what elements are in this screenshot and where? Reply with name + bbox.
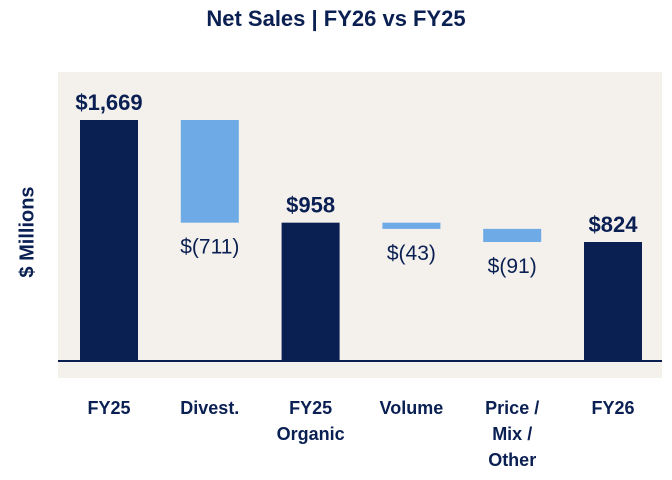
plot-background bbox=[58, 72, 662, 378]
data-label-0: $1,669 bbox=[75, 90, 142, 115]
data-label-3: $(43) bbox=[387, 242, 436, 265]
x-tick-label-4: Price / bbox=[485, 398, 539, 418]
x-tick-label-2: Organic bbox=[277, 424, 345, 444]
data-label-2: $958 bbox=[286, 193, 335, 218]
data-label-5: $824 bbox=[589, 212, 639, 237]
x-tick-label-3: Volume bbox=[380, 398, 444, 418]
bar-1 bbox=[180, 120, 239, 223]
x-tick-label-1: Divest. bbox=[180, 398, 239, 418]
bar-2 bbox=[281, 222, 340, 361]
bar-5 bbox=[584, 242, 642, 361]
bar-4 bbox=[483, 228, 542, 243]
bar-0 bbox=[80, 120, 138, 361]
x-tick-label-4: Other bbox=[488, 450, 536, 470]
chart-title: Net Sales | FY26 vs FY25 bbox=[206, 6, 466, 31]
data-label-1: $(711) bbox=[180, 236, 239, 259]
bar-3 bbox=[382, 222, 441, 229]
data-label-4: $(91) bbox=[488, 255, 537, 278]
x-tick-label-2: FY25 bbox=[289, 398, 332, 418]
x-tick-label-0: FY25 bbox=[87, 398, 130, 418]
x-tick-label-4: Mix / bbox=[492, 424, 532, 444]
x-tick-label-5: FY26 bbox=[591, 398, 634, 418]
